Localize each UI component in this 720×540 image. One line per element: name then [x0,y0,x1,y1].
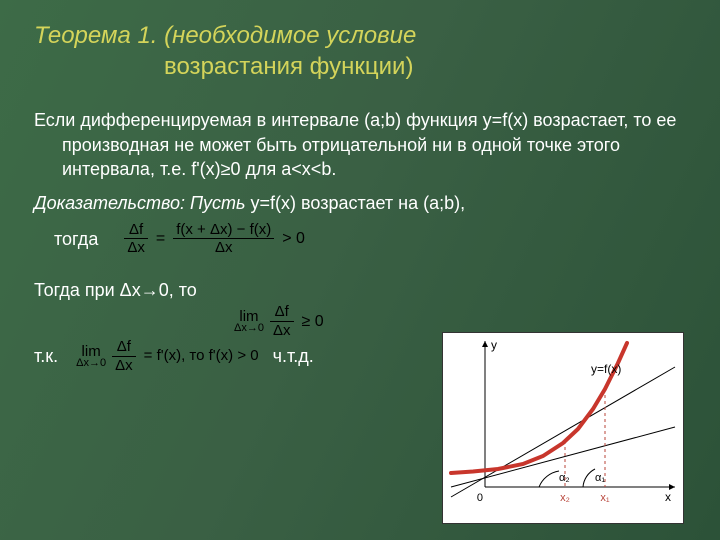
svg-text:x₂: x₂ [560,492,570,504]
title-line-2: возрастания функции) [34,51,686,82]
limit-1: lim Δx→0 [234,309,264,334]
svg-text:x: x [665,490,671,504]
proof-rest: y=f(x) возрастает на (a;b), [246,193,466,213]
ge-zero: ≥ 0 [294,311,332,333]
proof-prefix: Доказательство: Пусть [34,193,246,213]
fraction-3: Δf Δx [270,304,294,339]
tk-label: т.к. [34,344,58,368]
svg-text:α₁: α₁ [595,472,605,484]
theorem-text: Если дифференцируемая в интервале (a;b) … [34,108,686,181]
fraction-2: f(x + Δx) − f(x) Δx [173,222,274,257]
fraction-4: Δf Δx [112,339,136,374]
title-line-1: Теорема 1. (необходимое условие [34,22,416,49]
fraction-1: Δf Δx [124,222,148,257]
qed: ч.т.д. [273,344,314,368]
svg-text:y: y [491,338,497,352]
svg-text:0: 0 [477,492,483,504]
togda-label: тогда [54,227,98,251]
mid-line: Тогда при Δx→0, то [34,278,686,302]
fprime-expr: = f'(x), то f'(x) > 0 [136,346,267,366]
proof-intro: Доказательство: Пусть y=f(x) возрастает … [34,191,686,215]
equation-row-1: тогда Δf Δx = f(x + Δx) − f(x) Δx > 0 [34,222,686,257]
svg-text:α₂: α₂ [559,472,570,484]
function-chart: y x 0 x₁ x₂ α₁ α₂ y=f(x) [442,332,684,524]
svg-text:x₁: x₁ [600,492,610,504]
equals-1: = [148,228,173,250]
gt-zero-1: > 0 [274,228,313,250]
svg-text:y=f(x): y=f(x) [591,362,621,376]
limit-2: lim Δx→0 [76,344,106,369]
slide-title: Теорема 1. (необходимое условие возраста… [34,20,686,82]
